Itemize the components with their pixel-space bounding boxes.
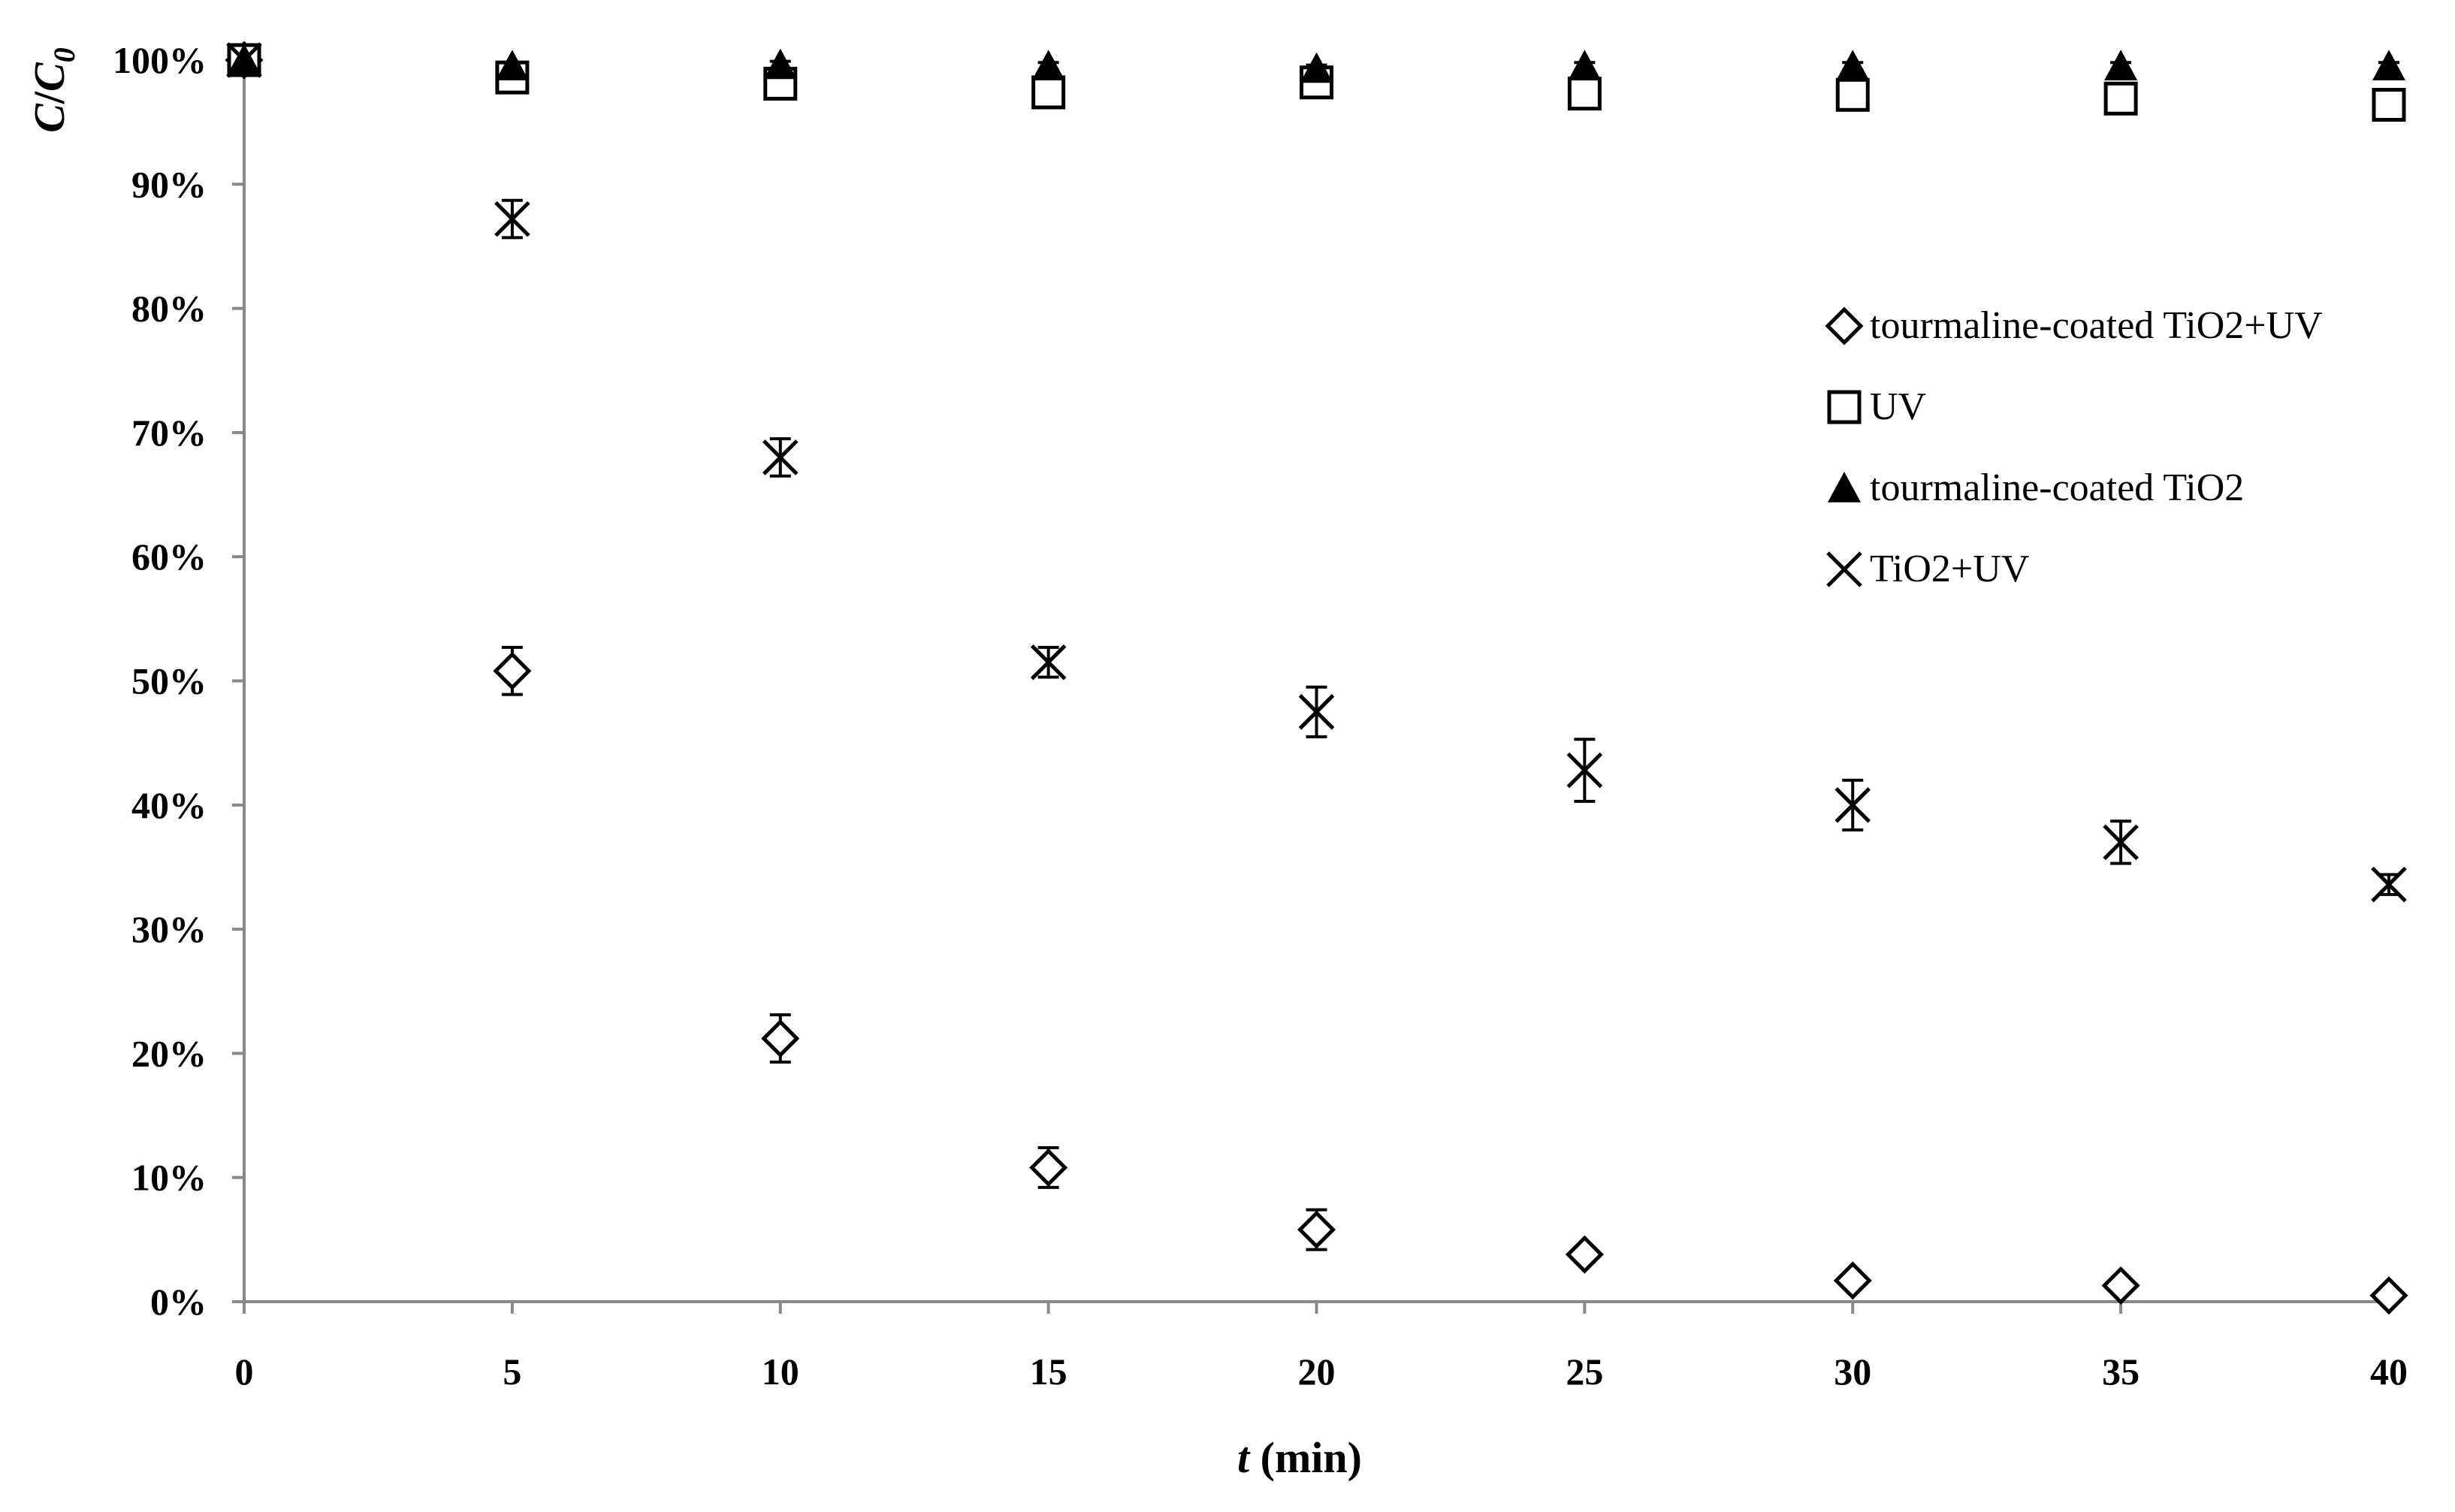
x-tick-label: 35 xyxy=(2102,1351,2139,1393)
data-point-series-2 xyxy=(1300,52,1333,83)
data-point-series-0 xyxy=(1297,1210,1336,1249)
legend-label-3: TiO2+UV xyxy=(1870,548,2029,590)
data-point-series-0 xyxy=(493,651,532,690)
data-point-series-3 xyxy=(1834,787,1871,823)
data-point-series-2 xyxy=(1031,50,1065,80)
y-axis-label-sep: / xyxy=(25,91,74,104)
data-point-series-3 xyxy=(762,439,799,475)
data-point-series-2 xyxy=(495,50,529,80)
x-tick-label: 30 xyxy=(1834,1351,1871,1393)
x-tick-label: 10 xyxy=(762,1351,799,1393)
x-axis-label-unit: (min) xyxy=(1249,1433,1362,1482)
y-tick-label: 70% xyxy=(131,412,207,454)
legend-marker-0 xyxy=(1825,306,1864,346)
data-point-series-2 xyxy=(1568,50,1602,80)
x-axis-label: t (min) xyxy=(1237,1433,1362,1482)
data-point-series-1 xyxy=(1031,75,1066,110)
axes-layer xyxy=(243,60,2389,1303)
x-tick-label: 20 xyxy=(1298,1351,1336,1393)
y-tick-label: 10% xyxy=(131,1157,207,1199)
data-point-series-2 xyxy=(763,48,797,80)
data-point-series-0 xyxy=(761,1019,800,1058)
data-point-series-2 xyxy=(2104,50,2138,80)
legend: tourmaline-coated TiO2+UV UV tourmaline-co… xyxy=(1825,304,2323,590)
legend-label-1: UV xyxy=(1870,385,1926,428)
y-axis-label-sub: 0 xyxy=(47,47,81,62)
data-point-series-1 xyxy=(2372,88,2406,122)
data-point-series-0 xyxy=(2101,1266,2140,1305)
data-point-series-3 xyxy=(2371,866,2407,903)
y-tick-label: 30% xyxy=(131,908,207,950)
y-tick-label: 20% xyxy=(131,1032,207,1074)
data-point-series-0 xyxy=(2369,1276,2408,1315)
x-axis-label-italic: t xyxy=(1237,1433,1251,1482)
y-axis-label-c: C xyxy=(25,103,74,133)
legend-label-0: tourmaline-coated TiO2+UV xyxy=(1870,304,2323,347)
errorbar-layer xyxy=(501,59,2399,1301)
ticks-layer: 0% 10% 20% 30% 40% 50% 60% 70% 80% 90% 100% 0 5 10 15 2… xyxy=(113,39,2408,1393)
data-point-series-3 xyxy=(226,42,262,78)
data-point-series-1 xyxy=(1567,77,1602,111)
data-point-series-1 xyxy=(1835,77,1870,112)
data-point-series-1 xyxy=(2103,81,2138,116)
y-tick-label: 50% xyxy=(131,660,207,702)
y-tick-label: 100% xyxy=(113,39,207,81)
y-tick-label: 40% xyxy=(131,784,207,826)
legend-marker-1 xyxy=(1827,390,1862,424)
data-point-series-3 xyxy=(494,201,530,237)
data-point-series-0 xyxy=(1029,1148,1068,1188)
y-axis-label-c0: C xyxy=(25,62,74,92)
data-point-series-2 xyxy=(1836,50,1870,80)
data-point-series-3 xyxy=(1298,694,1335,730)
y-tick-label: 90% xyxy=(131,163,207,205)
marks-layer xyxy=(225,41,2408,1315)
x-tick-label: 25 xyxy=(1566,1351,1603,1393)
data-point-series-0 xyxy=(1833,1261,1872,1300)
data-point-series-3 xyxy=(1030,644,1067,681)
legend-marker-2 xyxy=(1828,472,1861,502)
x-tick-label: 5 xyxy=(503,1351,521,1393)
data-point-series-3 xyxy=(1566,752,1603,789)
x-tick-label: 40 xyxy=(2370,1351,2408,1393)
y-axis-label: C/C0 xyxy=(25,47,81,133)
data-point-series-2 xyxy=(2372,50,2405,80)
legend-marker-3 xyxy=(1826,551,1862,587)
data-point-series-3 xyxy=(2103,824,2139,861)
legend-label-2: tourmaline-coated TiO2 xyxy=(1870,466,2244,509)
data-point-series-0 xyxy=(1565,1235,1604,1274)
x-tick-label: 0 xyxy=(235,1351,254,1393)
x-tick-label: 15 xyxy=(1030,1351,1067,1393)
y-tick-label: 60% xyxy=(131,536,207,578)
y-tick-label: 0% xyxy=(150,1281,207,1323)
y-tick-label: 80% xyxy=(131,288,207,330)
